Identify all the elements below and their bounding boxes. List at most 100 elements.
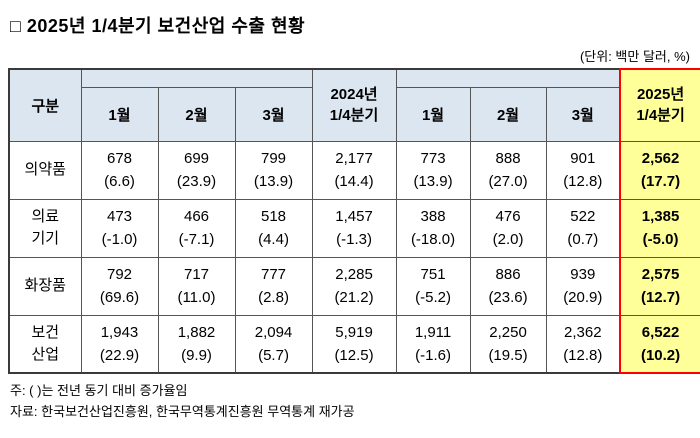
- cell-value: 518: [261, 207, 287, 225]
- cell-rate: (11.0): [177, 289, 216, 306]
- cell-value: 522: [570, 207, 596, 225]
- cell-rate: (27.0): [488, 173, 528, 190]
- data-cell: 773 (13.9): [395, 140, 471, 200]
- cell-rate: (9.9): [181, 346, 212, 364]
- cell-value: 886: [495, 265, 521, 283]
- data-cell: 792 (69.6): [80, 256, 159, 316]
- data-cell: 777 (2.8): [234, 256, 313, 316]
- cell-value: 473: [106, 207, 133, 225]
- cell-value: 1,385: [641, 207, 680, 225]
- cell-rate: (22.9): [99, 346, 140, 364]
- cell-rate: (17.7): [640, 173, 681, 190]
- header-month-row: 1월 2월 3월 1월 2월 3월: [9, 86, 700, 142]
- footnote-source: 자료: 한국보건산업진흥원, 한국무역통계진흥원 무역통계 재가공: [10, 403, 355, 419]
- cell-rate: (10.2): [640, 346, 681, 364]
- cell-value: 777: [261, 265, 287, 283]
- cell-rate: (4.4): [258, 231, 289, 248]
- header-spacer-2024: [80, 68, 313, 88]
- cell-rate: (-5.2): [415, 289, 451, 306]
- data-cell: 1,911 (-1.6): [395, 314, 471, 374]
- footnote-definition: 주: ( )는 전년 동기 대비 증가율임: [10, 383, 188, 398]
- cell-value: 799: [261, 149, 287, 167]
- cell-value: 6,522: [641, 323, 680, 341]
- header-group-row: 구분 2024년 1/4분기 2025년 1/4분기: [8, 68, 700, 142]
- header-month-2025-feb: 2월: [469, 86, 547, 142]
- data-cell-highlight: 2,575 (12.7): [619, 256, 700, 316]
- data-cell: 717 (11.0): [157, 256, 236, 316]
- cell-value: 476: [495, 207, 521, 225]
- data-cell: 476 (2.0): [469, 198, 547, 258]
- cell-value: 1,911: [414, 323, 452, 341]
- cell-rate: (14.4): [334, 173, 374, 190]
- data-cell: 901 (12.8): [545, 140, 621, 200]
- cell-rate: (0.7): [567, 231, 599, 248]
- page-title: □ 2025년 1/4분기 보건산업 수출 현황: [10, 16, 306, 36]
- row-label-medical-device: 의료 기기: [8, 198, 82, 258]
- cell-value: 773: [420, 149, 446, 167]
- cell-value: 388: [420, 207, 446, 225]
- data-cell: 388 (-18.0): [395, 198, 471, 258]
- data-cell: 2,250 (19.5): [469, 314, 547, 374]
- data-cell-highlight: 6,522 (10.2): [619, 314, 700, 374]
- cell-rate: (12.5): [334, 346, 374, 364]
- header-2025-quarter: 2025년 1/4분기: [619, 68, 700, 142]
- cell-value: 717: [183, 265, 210, 283]
- cell-rate: (23.9): [176, 173, 217, 190]
- cell-rate: (13.9): [413, 173, 453, 190]
- data-cell: 466 (-7.1): [157, 198, 236, 258]
- cell-value: 1,882: [177, 323, 216, 341]
- row-label-cosmetics: 화장품: [8, 256, 82, 316]
- header-2024-quarter: 2024년 1/4분기: [311, 68, 397, 142]
- cell-rate: (21.2): [334, 289, 374, 306]
- cell-rate: (5.7): [258, 346, 289, 364]
- cell-value: 2,285: [335, 265, 373, 283]
- data-cell-highlight: 2,562 (17.7): [619, 140, 700, 200]
- cell-rate: (-18.0): [410, 231, 456, 248]
- table-row-health-industry-total: 보건 산업 1,943 (22.9) 1,882 (9.9) 2,094 (5.7) …: [8, 314, 700, 374]
- data-cell: 888 (27.0): [469, 140, 547, 200]
- cell-value: 2,362: [564, 323, 602, 341]
- row-label-pharma: 의약품: [8, 140, 82, 200]
- header-category: 구분: [8, 68, 82, 142]
- cell-rate: (12.7): [640, 289, 681, 306]
- cell-rate: (19.5): [488, 346, 528, 364]
- table-row-cosmetics: 화장품 792 (69.6) 717 (11.0) 777 (2.8) 2,285 (2…: [8, 256, 700, 316]
- data-cell: 678 (6.6): [80, 140, 159, 200]
- data-cell: 1,457 (-1.3): [311, 198, 397, 258]
- data-cell: 939 (20.9): [545, 256, 621, 316]
- data-cell: 5,919 (12.5): [311, 314, 397, 374]
- cell-value: 5,919: [335, 323, 373, 341]
- data-cell: 799 (13.9): [234, 140, 313, 200]
- header-month-2025-mar: 3월: [545, 86, 621, 142]
- cell-value: 2,575: [641, 265, 680, 283]
- cell-rate: (-1.3): [336, 231, 372, 248]
- header-month-2024-jan: 1월: [80, 86, 159, 142]
- cell-rate: (6.6): [104, 173, 135, 190]
- data-cell: 751 (-5.2): [395, 256, 471, 316]
- cell-rate: (-7.1): [178, 231, 215, 248]
- data-cell: 2,362 (12.8): [545, 314, 621, 374]
- header-spacer-2025: [395, 68, 621, 88]
- data-cell: 2,177 (14.4): [311, 140, 397, 200]
- cell-rate: (2.0): [492, 231, 524, 248]
- table-row-medical-device: 의료 기기 473 (-1.0) 466 (-7.1) 518 (4.4) 1,457…: [8, 198, 700, 258]
- cell-rate: (69.6): [99, 289, 140, 306]
- data-cell: 518 (4.4): [234, 198, 313, 258]
- cell-rate: (-1.0): [101, 231, 138, 248]
- cell-value: 792: [106, 265, 133, 283]
- data-cell: 473 (-1.0): [80, 198, 159, 258]
- cell-value: 2,177: [335, 149, 373, 167]
- row-label-health-industry-total: 보건 산업: [8, 314, 82, 374]
- cell-value: 2,094: [254, 323, 293, 341]
- header-month-2025-jan: 1월: [395, 86, 471, 142]
- export-table: 구분 2024년 1/4분기 2025년 1/4분기 1월 2월 3월 1월 2…: [8, 68, 700, 374]
- cell-rate: (13.9): [253, 173, 294, 190]
- data-cell: 1,943 (22.9): [80, 314, 159, 374]
- data-cell: 886 (23.6): [469, 256, 547, 316]
- data-cell: 522 (0.7): [545, 198, 621, 258]
- cell-rate: (2.8): [258, 289, 289, 306]
- cell-value: 466: [183, 207, 210, 225]
- data-cell: 1,882 (9.9): [157, 314, 236, 374]
- cell-rate: (12.8): [563, 346, 603, 364]
